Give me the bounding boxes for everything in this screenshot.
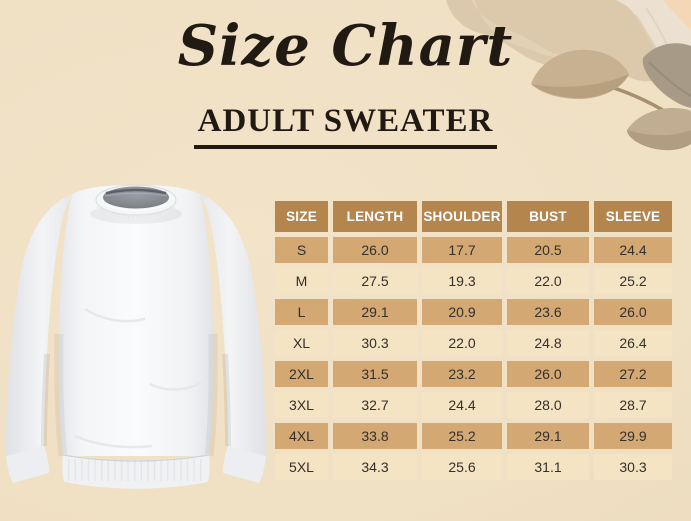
size-label: S [275,237,328,263]
paper-wash-shape [446,0,691,82]
size-label: 2XL [275,361,328,387]
hem-band-shape [62,454,210,489]
size-label: 4XL [275,423,328,449]
table-cell: 25.2 [422,423,502,449]
table-cell: 25.2 [594,268,672,294]
table-cell: 31.5 [333,361,417,387]
table-cell: 22.0 [422,330,502,356]
table-cell: 26.0 [333,237,417,263]
table-cell: 19.3 [422,268,502,294]
table-cell: 22.0 [507,268,589,294]
size-table: SIZE LENGTH SHOULDER BUST SLEEVE S 26.0 … [275,201,672,480]
peach-corner-shape [663,0,691,30]
left-sleeve-shadow [41,353,50,447]
subtitle-block: ADULT SWEATER [0,103,691,149]
table-cell: 20.5 [507,237,589,263]
table-cell: 29.1 [507,423,589,449]
table-cell: 28.0 [507,392,589,418]
body-left-shadow [54,333,68,457]
size-label: XL [275,330,328,356]
tan-leaf-fold [531,74,629,98]
table-cell: 32.7 [333,392,417,418]
table-cell: 29.1 [333,299,417,325]
table-cell: 23.6 [507,299,589,325]
hem-seam [62,454,210,462]
column-header-bust: BUST [507,201,589,232]
table-cell: 30.3 [333,330,417,356]
size-label: M [275,268,328,294]
title-block: Size Chart [0,13,691,79]
table-cell: 29.9 [594,423,672,449]
sweater-product-image [5,184,267,489]
page-title: Size Chart [177,13,514,79]
table-cell: 33.8 [333,423,417,449]
right-sleeve-shape [200,194,267,456]
table-cell: 31.1 [507,454,589,480]
collar-trim-tape [105,188,167,195]
table-cell: 26.4 [594,330,672,356]
column-header-shoulder: SHOULDER [422,201,502,232]
leaf-decoration [446,0,691,151]
table-cell: 27.5 [333,268,417,294]
column-header-length: LENGTH [333,201,417,232]
table-cell: 20.9 [422,299,502,325]
gray-leaf [642,43,691,108]
size-label: 5XL [275,454,328,480]
left-cuff-shape [6,446,49,483]
size-label: L [275,299,328,325]
table-cell: 24.4 [422,392,502,418]
column-header-size: SIZE [275,201,328,232]
table-cell: 24.4 [594,237,672,263]
fabric-wrinkles [74,307,202,449]
table-cell: 26.0 [507,361,589,387]
page-subtitle: ADULT SWEATER [193,103,498,149]
table-cell: 17.7 [422,237,502,263]
table-cell: 34.3 [333,454,417,480]
column-header-sleeve: SLEEVE [594,201,672,232]
gray-leaf-vein [648,61,691,97]
right-sleeve-shadow [222,353,231,447]
right-cuff-shape [223,446,266,483]
lower-leaf-fold [627,130,691,151]
table-cell: 28.7 [594,392,672,418]
collar-trim-line [104,192,168,197]
collar-inner-rim [103,201,169,212]
table-cell: 24.8 [507,330,589,356]
table-cell: 25.6 [422,454,502,480]
table-cell: 23.2 [422,361,502,387]
body-right-shadow [204,333,218,457]
left-sleeve-shape [5,194,73,456]
table-cell: 30.3 [594,454,672,480]
table-cell: 27.2 [594,361,672,387]
size-label: 3XL [275,392,328,418]
table-cell: 26.0 [594,299,672,325]
